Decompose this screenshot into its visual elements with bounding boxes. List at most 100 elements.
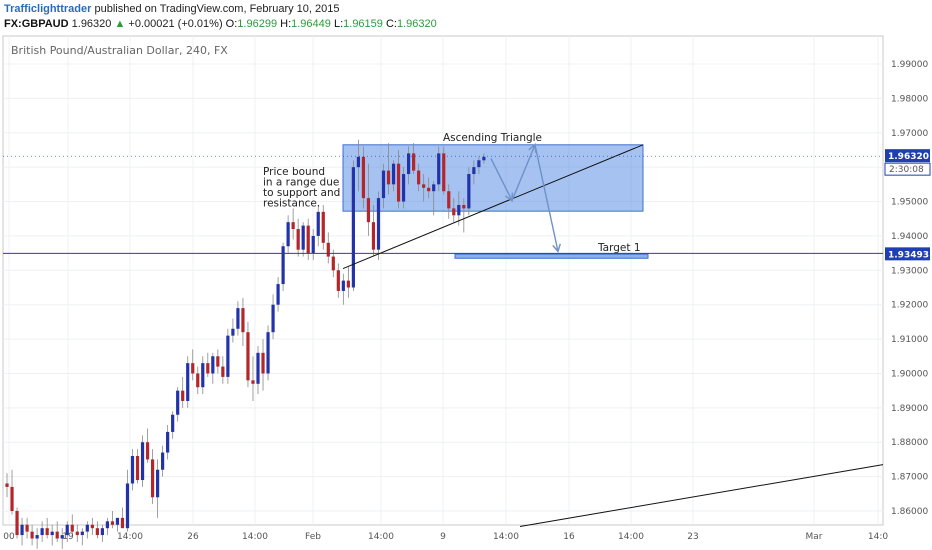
candle-body bbox=[261, 352, 265, 374]
candle-body bbox=[161, 452, 165, 470]
candle-body bbox=[432, 184, 436, 192]
high-value: 1.96449 bbox=[291, 18, 331, 30]
x-axis: 00 19 14:00 26 14:00 Feb 14:00 9 14:00 16 14:00 23 M… bbox=[3, 532, 888, 542]
candle-body bbox=[422, 184, 426, 188]
last-price-tag-text: 1.96320 bbox=[888, 152, 929, 162]
range-note-line: resistance. bbox=[263, 198, 320, 210]
candle-body bbox=[176, 390, 180, 415]
candle-body bbox=[181, 390, 185, 401]
range-note-line: in a range due bbox=[263, 177, 339, 189]
candle-body bbox=[201, 363, 205, 388]
x-tick-label: 14:00 bbox=[618, 532, 644, 542]
y-tick-label: 1.95000 bbox=[891, 198, 928, 208]
y-tick-label: 1.98000 bbox=[891, 94, 928, 104]
candle-body bbox=[221, 366, 225, 377]
candle-body bbox=[241, 308, 245, 333]
x-tick-label: 16 bbox=[563, 532, 575, 542]
x-tick-label: 14:00 bbox=[368, 532, 394, 542]
candle-body bbox=[341, 280, 345, 291]
candle-body bbox=[140, 442, 145, 481]
open-label: O: bbox=[225, 18, 238, 30]
candle-body bbox=[191, 363, 195, 374]
candle-body bbox=[266, 332, 270, 374]
candle-body bbox=[442, 153, 446, 192]
candle-body bbox=[231, 328, 235, 336]
candle-body bbox=[417, 170, 421, 185]
candle-body bbox=[477, 160, 481, 168]
candle-body bbox=[316, 211, 320, 236]
candle-body bbox=[35, 535, 39, 539]
x-tick-label: 14:00 bbox=[493, 532, 519, 542]
y-tick-label: 1.97000 bbox=[891, 129, 928, 139]
candle-body bbox=[386, 170, 391, 185]
target-zone bbox=[454, 253, 649, 259]
candle-body bbox=[15, 511, 19, 536]
arrow-head-2 bbox=[528, 143, 537, 153]
candle-body bbox=[427, 187, 431, 192]
x-tick-label: 23 bbox=[687, 532, 698, 542]
candle-body bbox=[10, 486, 14, 511]
x-tick-label: 9 bbox=[440, 532, 446, 542]
ohlc-line: FX:GBPAUD 1.96320 ▲ +0.00021 (+0.01%) O:… bbox=[4, 18, 437, 30]
candle-body bbox=[391, 163, 396, 185]
candle-body bbox=[20, 524, 24, 536]
y-tick-label: 1.99000 bbox=[891, 60, 928, 70]
candle-body bbox=[321, 211, 325, 243]
candle-body bbox=[361, 156, 366, 199]
published-text: published on TradingView.com, February 1… bbox=[94, 3, 340, 15]
candle-body bbox=[105, 521, 109, 529]
candle-body bbox=[156, 469, 160, 498]
candle-body bbox=[55, 531, 59, 539]
candle-body bbox=[376, 198, 381, 250]
candle-body bbox=[331, 256, 335, 271]
candle-body bbox=[150, 459, 155, 498]
x-tick-label: 14:00 bbox=[242, 532, 268, 542]
y-tick-label: 1.93000 bbox=[891, 266, 928, 276]
x-tick-label: 14:00 bbox=[117, 532, 143, 542]
author-link[interactable]: Trafficlighttrader bbox=[4, 3, 92, 15]
candle-body bbox=[336, 270, 340, 291]
y-tick-label: 1.94000 bbox=[891, 232, 928, 242]
candle-body bbox=[125, 483, 130, 529]
candle-body bbox=[145, 442, 150, 460]
candle-body bbox=[236, 308, 240, 329]
high-label: H: bbox=[280, 18, 292, 30]
target-label: Target 1 bbox=[597, 242, 641, 254]
countdown-tag-text: 2:30:08 bbox=[889, 165, 924, 175]
arrow-head-1 bbox=[505, 192, 514, 202]
candle-body bbox=[381, 170, 386, 199]
candle-body bbox=[437, 153, 441, 185]
y-tick-label: 1.91000 bbox=[891, 335, 928, 345]
candle-body bbox=[85, 524, 89, 532]
candle-body bbox=[110, 521, 115, 525]
close-value: 1.96320 bbox=[396, 18, 437, 30]
candle-body bbox=[80, 531, 84, 536]
candle-body bbox=[296, 229, 300, 250]
candle-body bbox=[60, 535, 64, 539]
candle-body bbox=[366, 198, 371, 223]
candles bbox=[5, 139, 486, 549]
candle-body bbox=[472, 167, 476, 175]
symbol-label: FX:GBPAUD bbox=[4, 18, 69, 30]
candle-body bbox=[281, 246, 285, 285]
candle-body bbox=[452, 208, 456, 216]
y-tick-label: 1.90000 bbox=[891, 369, 928, 379]
candle-body bbox=[401, 174, 406, 202]
candle-body bbox=[286, 222, 290, 247]
candle-body bbox=[211, 356, 215, 374]
range-note-line: Price bound bbox=[263, 166, 325, 178]
candle-body bbox=[5, 483, 9, 487]
candle-body bbox=[346, 280, 350, 288]
candle-body bbox=[396, 163, 401, 202]
low-label: L: bbox=[333, 18, 344, 30]
candle-body bbox=[447, 191, 451, 209]
chart-header: Trafficlighttrader published on TradingV… bbox=[0, 0, 932, 36]
candle-body bbox=[130, 455, 135, 484]
candle-body bbox=[311, 235, 315, 254]
candle-body bbox=[171, 414, 175, 432]
candle-body bbox=[25, 524, 29, 532]
long-term-trendline bbox=[519, 464, 884, 527]
candle-body bbox=[65, 524, 69, 536]
